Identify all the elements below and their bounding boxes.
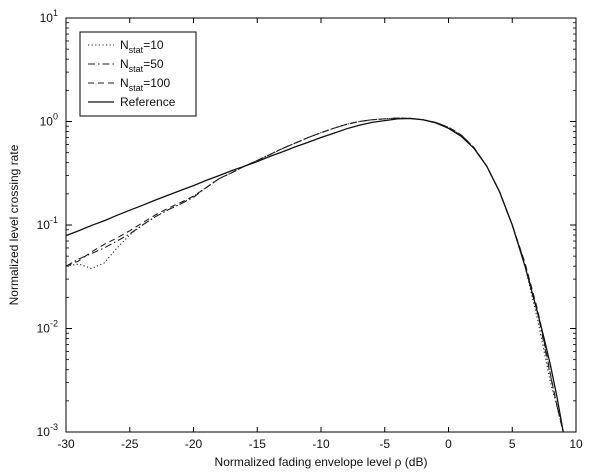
y-tick-exponent: 1 (53, 8, 58, 18)
x-axis-label: Normalized fading envelope level ρ (dB) (215, 455, 428, 469)
y-tick-exponent: -3 (50, 422, 58, 432)
series-line-0 (65, 117, 564, 433)
x-tick-label: -10 (312, 437, 330, 451)
legend-label-main: N (120, 76, 129, 90)
legend-label-0: Nstat=10 (120, 38, 164, 55)
x-tick-label: 10 (569, 437, 583, 451)
x-axis-ticks: -30 -25 -20 -15 -10 -5 0 5 10 (57, 18, 583, 451)
y-tick-label: 100 (40, 112, 58, 129)
y-axis-label: Normalized level crossing rate (7, 144, 21, 305)
legend-label-tail: =50 (143, 57, 164, 71)
legend-label-3: Reference (120, 95, 176, 109)
y-tick-base: 10 (37, 322, 51, 336)
legend-label-main: N (120, 57, 129, 71)
x-tick-label: -30 (57, 437, 75, 451)
series-line-2 (65, 117, 564, 433)
legend-label-main: Reference (120, 95, 176, 109)
legend-label-1: Nstat=50 (120, 57, 164, 74)
y-tick-base: 10 (40, 11, 54, 25)
series-line-3 (65, 117, 564, 433)
y-tick-base: 10 (40, 115, 54, 129)
y-tick-label: 10-3 (37, 422, 58, 439)
y-tick-label: 10-2 (37, 319, 58, 336)
x-tick-label: 0 (445, 437, 452, 451)
series-line-1 (65, 117, 564, 433)
legend-label-sub: stat (129, 45, 144, 55)
y-tick-base: 10 (37, 425, 51, 439)
legend-label-tail: =100 (143, 76, 170, 90)
y-tick-label: 10-1 (37, 215, 58, 232)
y-tick-exponent: -1 (50, 215, 58, 225)
x-tick-label: -25 (121, 437, 139, 451)
x-tick-label: -5 (379, 437, 390, 451)
legend-label-sub: stat (129, 83, 144, 93)
series-layer (65, 117, 564, 433)
y-tick-exponent: 0 (53, 112, 58, 122)
legend-label-sub: stat (129, 64, 144, 74)
y-tick-exponent: -2 (50, 319, 58, 329)
legend-label-tail: =10 (143, 38, 164, 52)
y-tick-label: 101 (40, 8, 58, 25)
x-tick-label: -20 (185, 437, 203, 451)
x-tick-label: 5 (509, 437, 516, 451)
legend-label-2: Nstat=100 (120, 76, 171, 93)
y-tick-base: 10 (37, 218, 51, 232)
x-tick-label: -15 (249, 437, 267, 451)
legend-label-main: N (120, 38, 129, 52)
